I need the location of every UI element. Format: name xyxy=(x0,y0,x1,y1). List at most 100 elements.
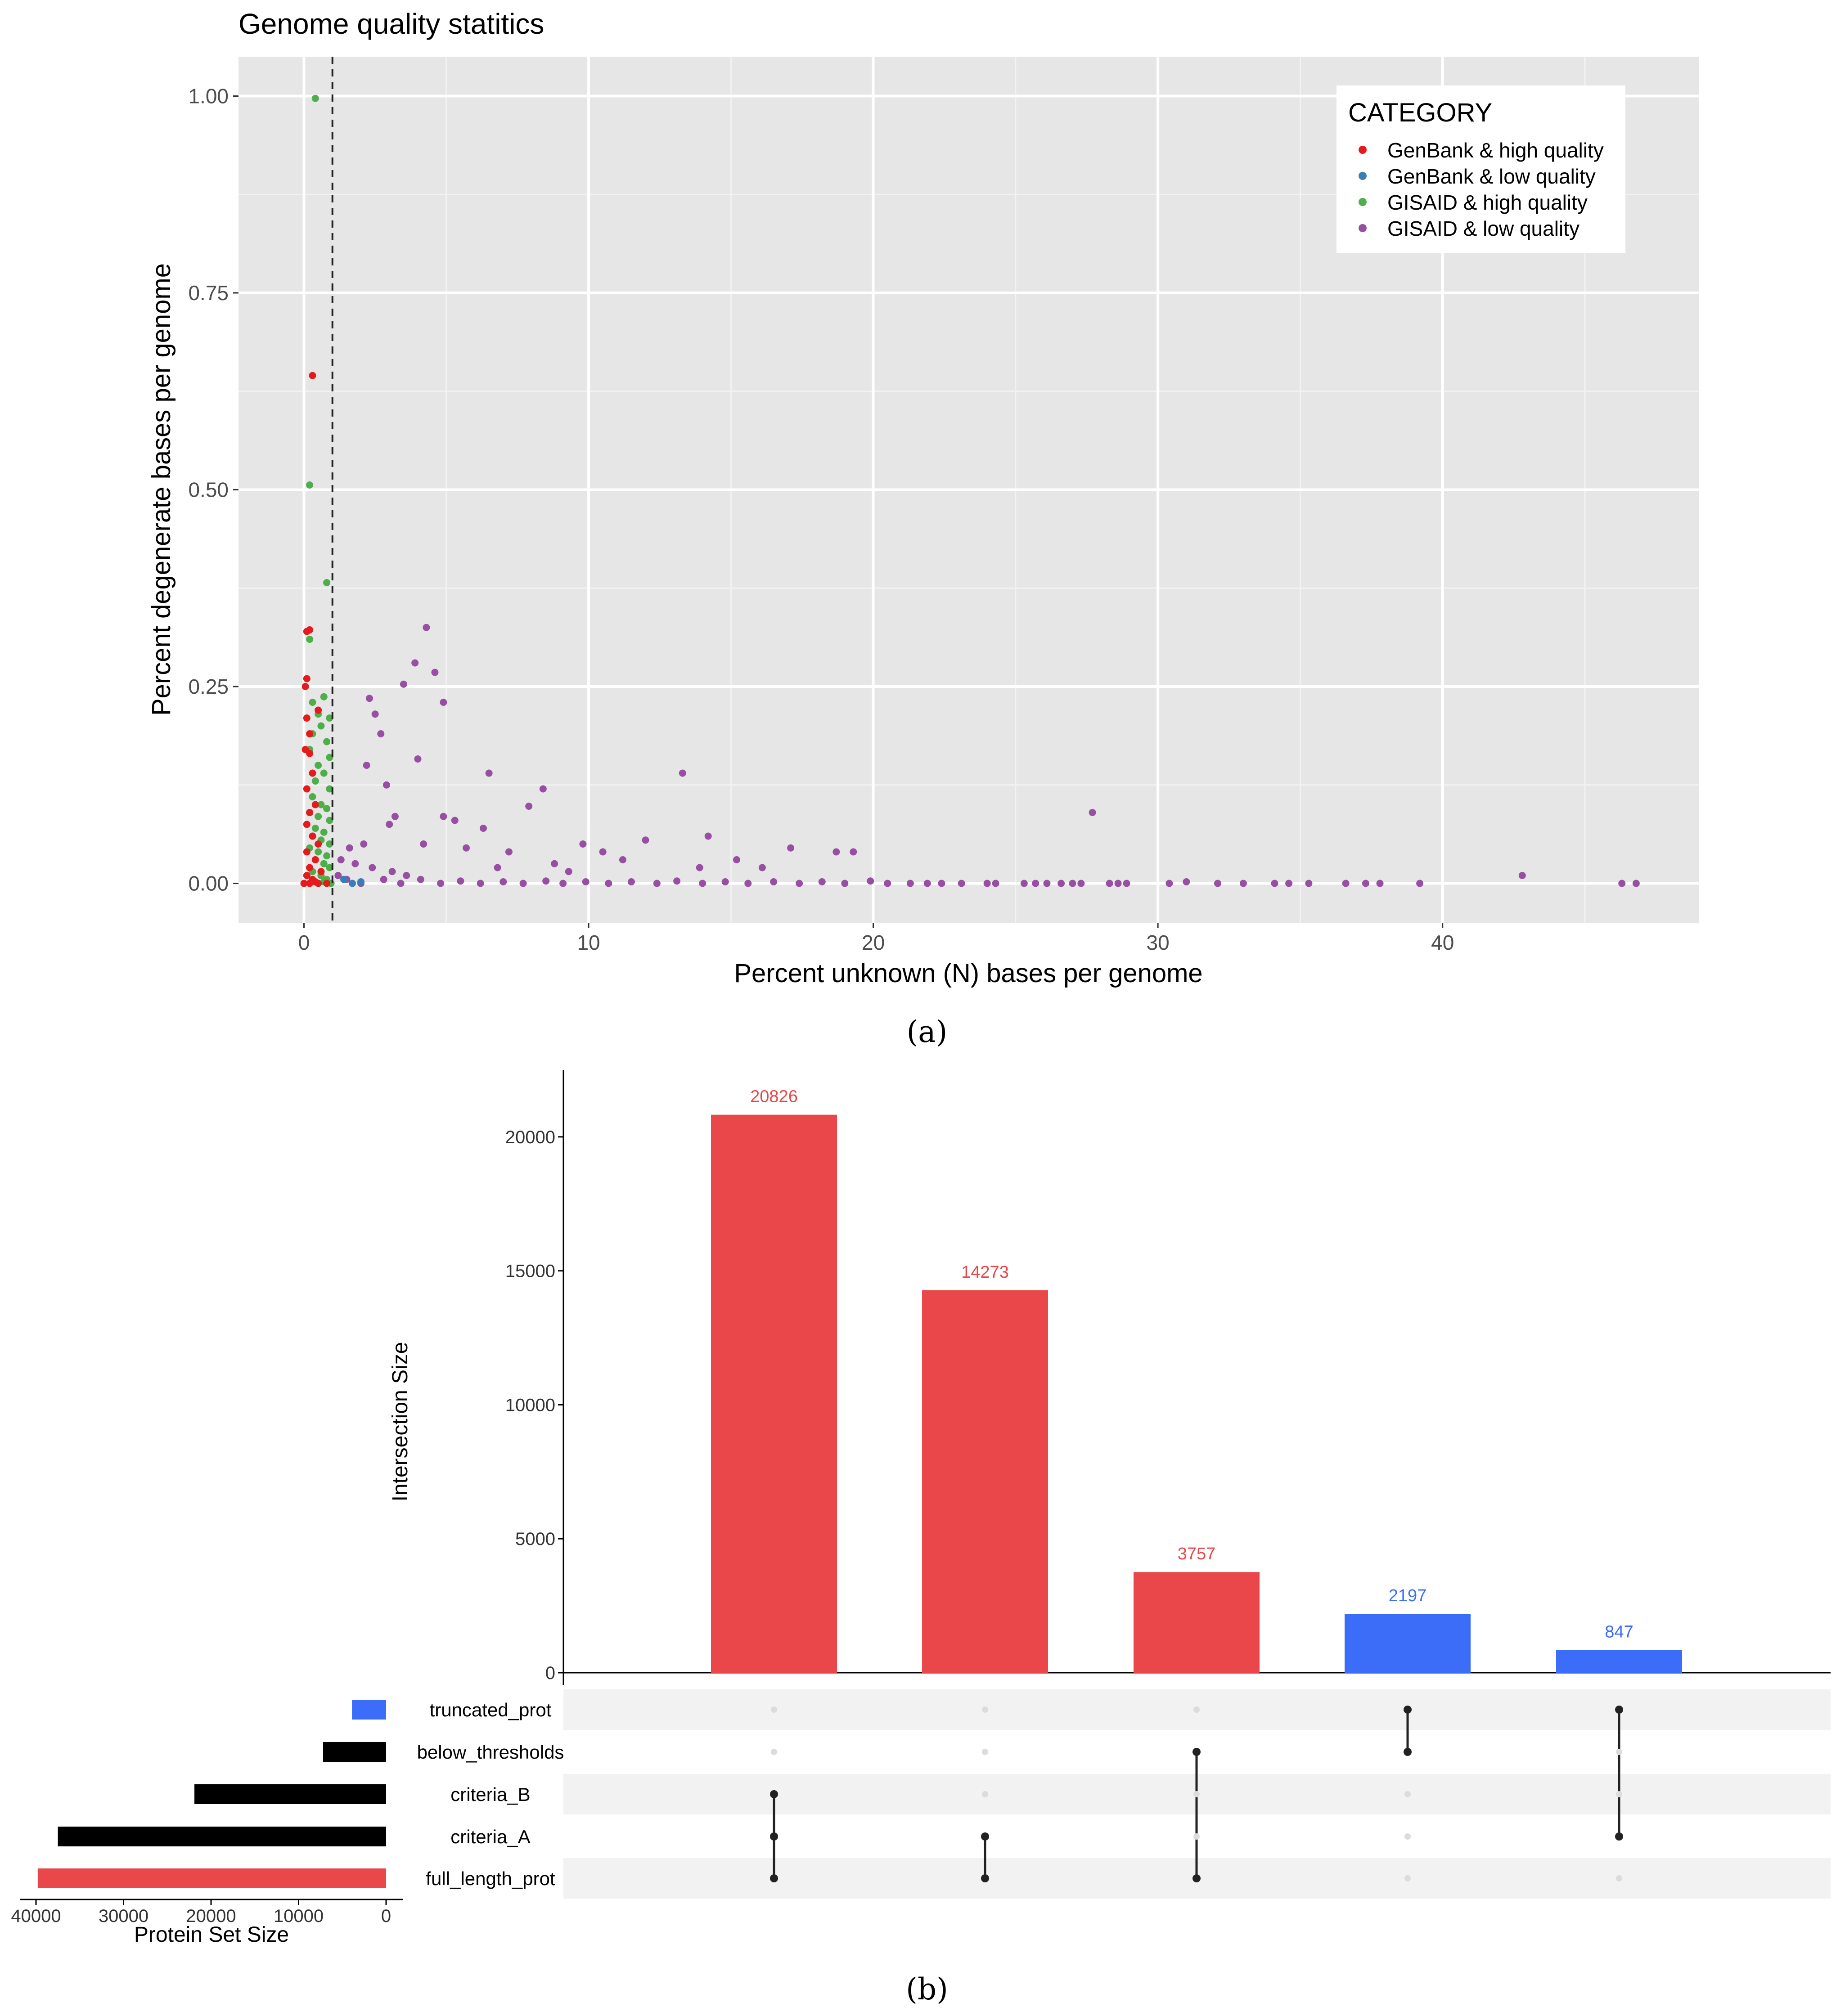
scatter-point xyxy=(337,856,345,863)
scatter-point xyxy=(323,880,331,887)
scatter-point xyxy=(380,876,387,883)
set-size-bar xyxy=(323,1742,386,1762)
scatter-point xyxy=(1214,880,1221,887)
scatter-point xyxy=(323,579,331,586)
scatter-point xyxy=(500,878,507,885)
scatter-y-ticks: 0.00 0.25 0.50 0.75 1.00 xyxy=(188,85,238,895)
scatter-point xyxy=(397,880,405,887)
scatter-point xyxy=(417,876,424,883)
matrix-dot-empty xyxy=(771,1749,777,1755)
scatter-point xyxy=(369,864,376,871)
scatter-point xyxy=(699,880,706,887)
set-size-bar xyxy=(352,1700,386,1720)
scatter-point xyxy=(1058,880,1065,887)
matrix-dot-filled xyxy=(770,1874,778,1882)
scatter-point xyxy=(721,878,729,885)
intersection-y-tick-label: 20000 xyxy=(505,1127,555,1147)
set-size-tick-label: 40000 xyxy=(11,1906,61,1926)
scatter-point xyxy=(382,781,390,789)
scatter-point xyxy=(1183,878,1190,885)
scatter-point xyxy=(818,878,826,885)
scatter-point xyxy=(377,730,385,737)
scatter-point xyxy=(770,878,778,885)
intersection-y-tick-label: 10000 xyxy=(505,1395,555,1415)
scatter-point xyxy=(311,777,319,785)
scatter-point xyxy=(365,695,373,702)
scatter-point xyxy=(1077,880,1085,887)
matrix-dots xyxy=(770,1706,1623,1882)
set-size-tick-label: 30000 xyxy=(99,1906,148,1926)
matrix-dot-empty xyxy=(1404,1875,1411,1881)
scatter-point xyxy=(1020,880,1028,887)
intersection-bar-label: 2197 xyxy=(1389,1586,1427,1605)
scatter-point xyxy=(1114,880,1122,887)
scatter-point xyxy=(315,813,322,820)
scatter-point xyxy=(884,880,891,887)
scatter-point xyxy=(303,848,310,856)
panel-label-a: (a) xyxy=(907,1015,948,1049)
intersection-bar xyxy=(711,1114,837,1673)
legend-title: CATEGORY xyxy=(1348,98,1492,127)
x-tick-label: 0 xyxy=(298,931,310,954)
scatter-point xyxy=(386,821,393,828)
scatter-point xyxy=(326,864,333,871)
scatter-point xyxy=(323,805,331,813)
matrix-dot-filled xyxy=(981,1874,989,1882)
scatter-title: Genome quality statitics xyxy=(238,8,544,40)
set-size-tick-label: 0 xyxy=(381,1906,391,1926)
scatter-point xyxy=(391,813,399,820)
matrix-dot-empty xyxy=(982,1791,988,1797)
set-size-x-axis-label: Protein Set Size xyxy=(134,1923,289,1947)
scatter-point xyxy=(306,880,314,887)
set-size-bars xyxy=(37,1700,386,1888)
scatter-point xyxy=(300,880,308,887)
scatter-point xyxy=(758,864,766,871)
scatter-point xyxy=(326,817,333,824)
scatter-point xyxy=(1166,880,1173,887)
legend-key-gisaid-low xyxy=(1359,224,1367,232)
scatter-point xyxy=(311,801,319,808)
scatter-point xyxy=(334,872,342,879)
intersection-bars: 20826 14273 3757 2197 847 xyxy=(711,1087,1682,1673)
matrix-dot-filled xyxy=(1404,1706,1412,1714)
scatter-point xyxy=(371,710,379,718)
scatter-point xyxy=(1518,872,1526,879)
scatter-point xyxy=(303,714,310,722)
intersection-y-tick-label: 15000 xyxy=(505,1262,555,1281)
scatter-x-axis-label: Percent unknown (N) bases per genome xyxy=(734,959,1202,988)
matrix-dot-empty xyxy=(771,1706,777,1713)
scatter-point xyxy=(1416,880,1424,887)
y-tick-label: 0.50 xyxy=(188,478,229,502)
intersection-y-tick-label: 0 xyxy=(545,1663,555,1683)
intersection-bar xyxy=(922,1290,1048,1673)
scatter-point xyxy=(451,817,459,824)
y-tick-label: 0.75 xyxy=(188,281,229,305)
set-size-bar xyxy=(37,1868,386,1888)
scatter-point xyxy=(302,683,309,690)
scatter-point xyxy=(485,769,493,777)
legend-label-gisaid-high: GISAID & high quality xyxy=(1387,191,1588,214)
matrix-dot-empty xyxy=(982,1706,988,1713)
scatter-point xyxy=(787,844,795,852)
scatter-point xyxy=(315,848,322,856)
scatter-point xyxy=(309,699,316,706)
scatter-point xyxy=(326,840,333,848)
x-tick-label: 30 xyxy=(1147,931,1170,954)
matrix-dot-empty xyxy=(1193,1706,1200,1713)
legend-label-genbank-high: GenBank & high quality xyxy=(1387,139,1604,162)
scatter-point xyxy=(349,880,356,887)
intersection-bar xyxy=(1556,1650,1682,1673)
scatter-point xyxy=(326,754,333,761)
scatter-point xyxy=(431,669,439,676)
scatter-points xyxy=(300,94,1640,887)
scatter-point xyxy=(357,878,364,885)
matrix-dot-filled xyxy=(770,1832,778,1841)
matrix-dot-empty xyxy=(1616,1875,1622,1881)
scatter-point xyxy=(579,840,587,848)
upset-chart: 0 5000 10000 15000 20000 Intersection Size 2… xyxy=(11,1070,1831,1947)
x-tick-label: 10 xyxy=(577,931,600,954)
scatter-y-axis-label: Percent degenerate bases per genome xyxy=(147,263,176,716)
scatter-point xyxy=(360,840,368,848)
scatter-point xyxy=(303,785,310,793)
legend-entry-gisaid-low: GISAID & low quality xyxy=(1359,217,1580,240)
